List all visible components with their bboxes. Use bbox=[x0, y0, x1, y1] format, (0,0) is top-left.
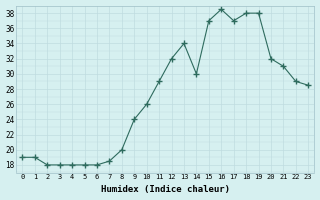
X-axis label: Humidex (Indice chaleur): Humidex (Indice chaleur) bbox=[101, 185, 230, 194]
